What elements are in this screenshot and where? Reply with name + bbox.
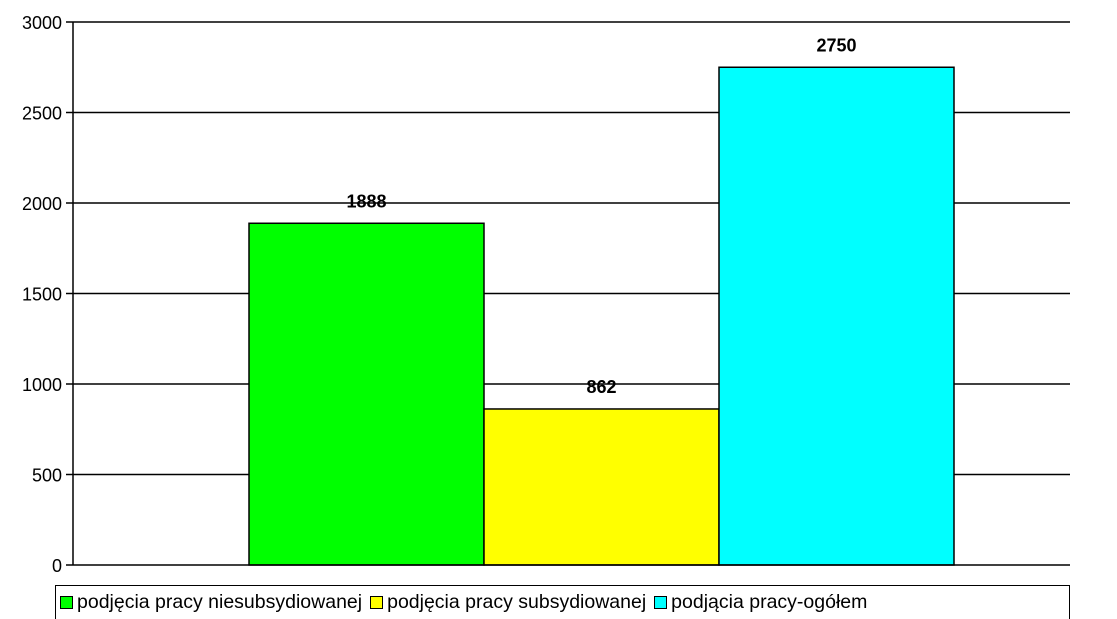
y-tick-label: 2500 xyxy=(22,104,62,124)
bar xyxy=(483,408,720,566)
legend-item-subsydiowanej: podjęcia pracy subsydiowanej xyxy=(370,591,646,614)
legend-swatch-cyan xyxy=(654,596,668,609)
legend-label: podjęcia pracy niesubsydiowanej xyxy=(77,591,363,613)
legend: podjęcia pracy niesubsydiowanej podjęcia… xyxy=(55,585,1070,619)
bar xyxy=(248,222,485,566)
legend-swatch-green xyxy=(60,596,73,609)
data-label: 862 xyxy=(586,377,616,397)
legend-item-ogolem: podjącia pracy-ogółem xyxy=(654,591,867,614)
legend-item-niesubsydiowanej: podjęcia pracy niesubsydiowanej xyxy=(60,591,362,614)
bar-chart: 0 500 1000 1500 2000 2500 3000 1888 862 2750 xyxy=(22,13,1070,576)
legend-label: podjącia pracy-ogółem xyxy=(671,591,868,613)
y-tick-label: 0 xyxy=(52,556,62,576)
legend-swatch-yellow xyxy=(370,596,384,609)
data-label: 2750 xyxy=(816,35,856,55)
y-tick-label: 3000 xyxy=(22,13,62,33)
legend-label: podjęcia pracy subsydiowanej xyxy=(387,591,647,613)
bar xyxy=(718,66,955,566)
data-label: 1888 xyxy=(346,191,386,211)
y-tick-label: 1500 xyxy=(22,285,62,305)
y-tick-label: 2000 xyxy=(22,194,62,214)
y-tick-label: 1000 xyxy=(22,375,62,395)
y-tick-label: 500 xyxy=(32,466,62,486)
